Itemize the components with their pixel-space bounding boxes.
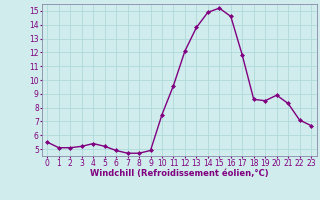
X-axis label: Windchill (Refroidissement éolien,°C): Windchill (Refroidissement éolien,°C) — [90, 169, 268, 178]
